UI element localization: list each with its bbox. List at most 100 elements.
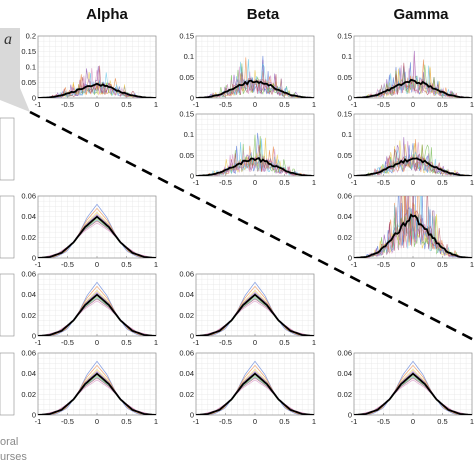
x-tick-label: 0 xyxy=(411,417,415,426)
x-tick-label: 0.5 xyxy=(437,100,447,109)
x-tick-label: -0.5 xyxy=(219,338,232,347)
x-tick-label: -1 xyxy=(35,338,42,347)
x-tick-label: -1 xyxy=(193,178,200,187)
y-tick-label: 0.15 xyxy=(337,110,352,119)
y-tick-label: 0.02 xyxy=(21,233,36,242)
x-tick-label: -0.5 xyxy=(219,417,232,426)
y-tick-label: 0 xyxy=(348,411,352,420)
plot-area xyxy=(38,65,156,98)
plot-area xyxy=(354,50,472,98)
y-tick-label: 0.06 xyxy=(179,270,194,279)
x-tick-label: -0.5 xyxy=(61,338,74,347)
y-tick-label: 0.04 xyxy=(179,290,194,299)
y-tick-label: 0 xyxy=(190,411,194,420)
panel-row2-beta: -1 -0.5 0 0.5 1 0 0.05 0.1 0.15 xyxy=(179,110,316,188)
x-tick-label: -1 xyxy=(351,260,358,269)
x-tick-label: 0 xyxy=(95,338,99,347)
mean-curve xyxy=(354,213,472,258)
x-tick-label: 0.5 xyxy=(437,178,447,187)
y-tick-label: 0.02 xyxy=(337,233,352,242)
y-tick-label: 0.15 xyxy=(21,47,36,56)
trial-trace xyxy=(354,360,472,415)
y-tick-label: 0.04 xyxy=(21,212,36,221)
corner-arrow-shape xyxy=(0,88,30,112)
panel-row5-alpha: -1 -0.5 0 0.5 1 0 0.02 0.04 0.06 xyxy=(21,349,158,427)
cut-panel-row5 xyxy=(0,352,15,416)
plot-area xyxy=(38,360,156,415)
y-tick-label: 0 xyxy=(32,94,36,103)
x-tick-label: -1 xyxy=(351,178,358,187)
y-tick-label: 0.1 xyxy=(342,130,352,139)
x-tick-label: 1 xyxy=(470,260,474,269)
x-tick-label: -1 xyxy=(193,417,200,426)
plot-area xyxy=(196,360,314,415)
y-tick-label: 0.05 xyxy=(337,73,352,82)
x-tick-label: 1 xyxy=(470,417,474,426)
diagonal-divider xyxy=(29,110,474,342)
x-tick-label: 0.5 xyxy=(279,100,289,109)
trial-trace xyxy=(38,281,156,336)
x-tick-label: 1 xyxy=(312,338,316,347)
x-tick-label: 0.5 xyxy=(121,100,131,109)
left-edge-fragments xyxy=(0,117,15,416)
mean-curve xyxy=(38,372,156,415)
corner-shaded-box xyxy=(0,28,20,88)
column-header-gamma: Gamma xyxy=(393,6,449,23)
plot-area xyxy=(196,132,314,176)
x-tick-label: 1 xyxy=(470,100,474,109)
trial-trace xyxy=(196,281,314,336)
x-tick-label: 0 xyxy=(95,260,99,269)
plot-area xyxy=(38,203,156,258)
y-tick-label: 0.1 xyxy=(26,63,36,72)
mean-curve xyxy=(196,156,314,176)
panel-row1-gamma: -1 -0.5 0 0.5 1 0 0.05 0.1 0.15 xyxy=(337,32,474,110)
plot-area xyxy=(196,55,314,98)
y-tick-label: 0 xyxy=(190,332,194,341)
panel-row5-beta: -1 -0.5 0 0.5 1 0 0.02 0.04 0.06 xyxy=(179,349,316,427)
x-tick-label: -0.5 xyxy=(377,260,390,269)
trial-trace xyxy=(38,285,156,336)
mean-curve xyxy=(38,215,156,258)
y-tick-label: 0.2 xyxy=(26,32,36,41)
plot-area xyxy=(196,281,314,336)
x-tick-label: 1 xyxy=(470,178,474,187)
x-tick-label: 1 xyxy=(312,417,316,426)
y-tick-label: 0 xyxy=(190,94,194,103)
x-tick-label: 1 xyxy=(312,178,316,187)
y-tick-label: 0.06 xyxy=(337,349,352,358)
x-tick-label: -0.5 xyxy=(61,417,74,426)
x-tick-label: 0 xyxy=(253,178,257,187)
x-tick-label: 0.5 xyxy=(279,338,289,347)
column-header-beta: Beta xyxy=(247,6,280,23)
x-tick-label: -1 xyxy=(35,100,42,109)
trial-trace xyxy=(38,203,156,258)
trial-trace xyxy=(38,364,156,415)
y-tick-label: 0.06 xyxy=(21,192,36,201)
y-tick-label: 0 xyxy=(348,254,352,263)
trial-trace xyxy=(38,360,156,415)
y-tick-label: 0.05 xyxy=(337,151,352,160)
y-tick-label: 0 xyxy=(190,172,194,181)
panel-row1-beta: -1 -0.5 0 0.5 1 0 0.05 0.1 0.15 xyxy=(179,32,316,110)
y-tick-label: 0.06 xyxy=(179,349,194,358)
x-tick-label: -0.5 xyxy=(377,178,390,187)
cut-panel-row3 xyxy=(0,195,15,259)
column-header-alpha: Alpha xyxy=(86,6,128,23)
mean-curve xyxy=(38,82,156,98)
panel-row3-gamma: -1 -0.5 0 0.5 1 0 0.02 0.04 0.06 xyxy=(337,192,474,270)
plot-area xyxy=(38,281,156,336)
panel-row2-gamma: -1 -0.5 0 0.5 1 0 0.05 0.1 0.15 xyxy=(337,110,474,188)
mean-curve xyxy=(196,372,314,415)
y-tick-label: 0 xyxy=(32,254,36,263)
x-tick-label: 0 xyxy=(411,178,415,187)
trial-trace xyxy=(196,364,314,415)
x-tick-label: -0.5 xyxy=(219,178,232,187)
column-headers: Alpha Beta Gamma xyxy=(86,6,449,23)
y-tick-label: 0.05 xyxy=(179,151,194,160)
x-tick-label: 0.5 xyxy=(279,417,289,426)
x-tick-label: -0.5 xyxy=(61,260,74,269)
mean-curve xyxy=(196,293,314,336)
y-tick-label: 0.15 xyxy=(179,110,194,119)
x-tick-label: 1 xyxy=(154,417,158,426)
y-tick-label: 0.15 xyxy=(179,32,194,41)
